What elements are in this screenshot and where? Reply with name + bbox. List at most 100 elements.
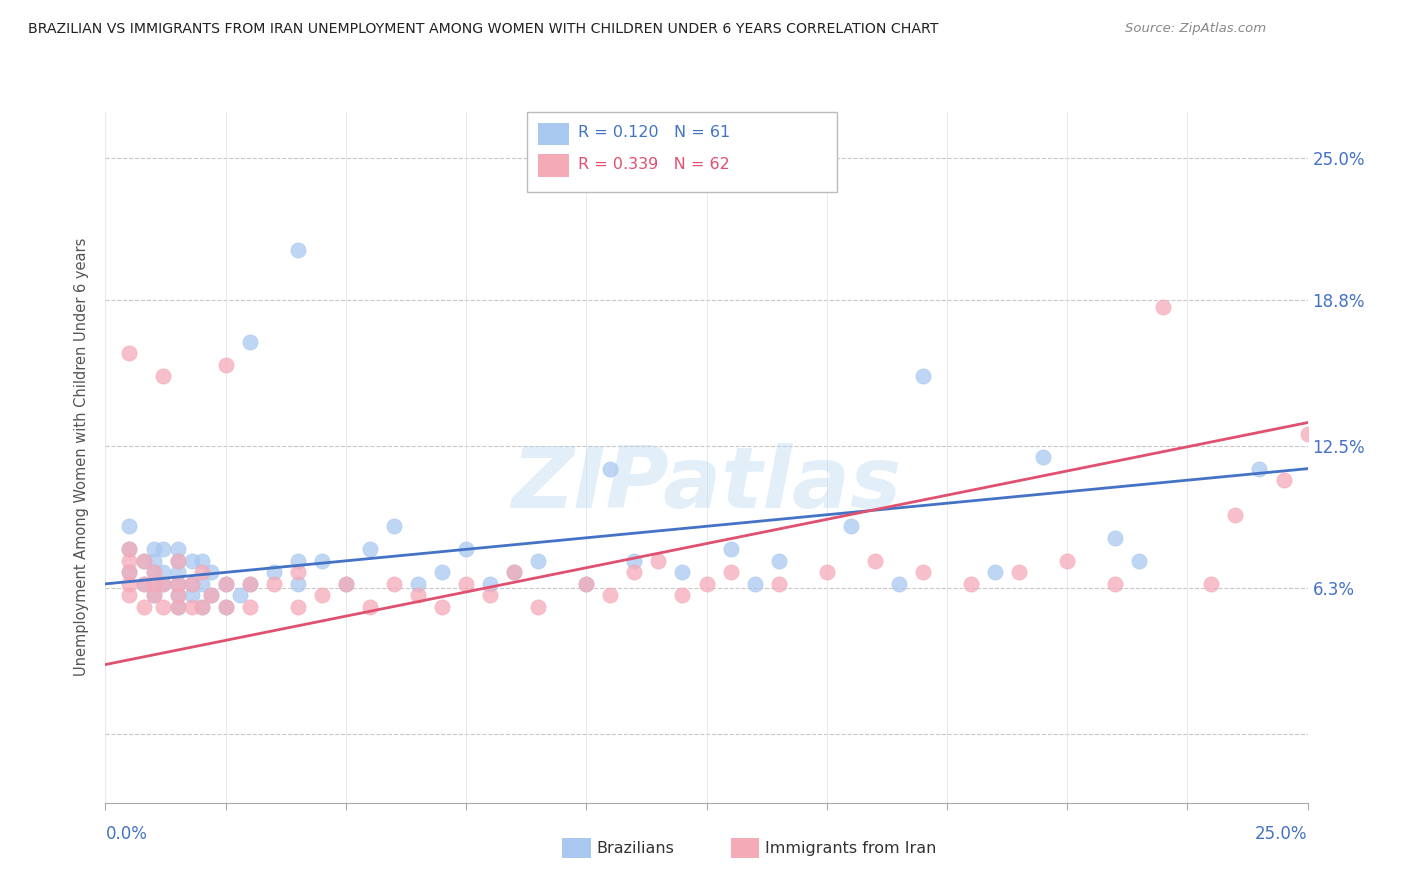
Point	[287, 566, 309, 580]
Point	[311, 554, 333, 568]
Point	[575, 577, 598, 591]
Point	[166, 554, 188, 568]
Point	[1032, 450, 1054, 465]
Point	[359, 599, 381, 614]
Point	[454, 542, 477, 557]
Point	[527, 599, 550, 614]
Point	[190, 599, 212, 614]
Point	[214, 577, 236, 591]
Point	[166, 577, 188, 591]
Point	[166, 554, 188, 568]
Point	[190, 599, 212, 614]
Point	[623, 554, 645, 568]
Point	[335, 577, 357, 591]
Point	[406, 589, 429, 603]
Point	[142, 566, 165, 580]
Point	[166, 599, 188, 614]
Point	[863, 554, 886, 568]
Point	[200, 589, 222, 603]
Point	[430, 599, 453, 614]
Point	[815, 566, 838, 580]
Point	[152, 566, 174, 580]
Point	[118, 566, 141, 580]
Text: R = 0.339   N = 62: R = 0.339 N = 62	[578, 157, 730, 171]
Point	[1201, 577, 1223, 591]
Point	[190, 577, 212, 591]
Point	[599, 461, 621, 475]
Point	[768, 554, 790, 568]
Point	[152, 577, 174, 591]
Point	[166, 542, 188, 557]
Point	[142, 542, 165, 557]
Point	[132, 554, 155, 568]
Text: 0.0%: 0.0%	[105, 825, 148, 843]
Point	[575, 577, 598, 591]
Point	[527, 554, 550, 568]
Point	[911, 566, 934, 580]
Point	[311, 589, 333, 603]
Point	[839, 519, 862, 533]
Point	[166, 589, 188, 603]
Point	[214, 599, 236, 614]
Point	[200, 589, 222, 603]
Point	[382, 519, 405, 533]
Point	[152, 577, 174, 591]
Text: 25.0%: 25.0%	[1256, 825, 1308, 843]
Point	[181, 554, 204, 568]
Point	[406, 577, 429, 591]
Point	[181, 577, 204, 591]
Point	[263, 566, 285, 580]
Point	[720, 566, 742, 580]
Text: ZIPatlas: ZIPatlas	[512, 443, 901, 526]
Point	[1296, 427, 1319, 442]
Point	[623, 566, 645, 580]
Point	[454, 577, 477, 591]
Point	[190, 554, 212, 568]
Point	[1128, 554, 1150, 568]
Point	[214, 599, 236, 614]
Point	[671, 566, 693, 580]
Point	[142, 554, 165, 568]
Text: Brazilians: Brazilians	[596, 841, 673, 855]
Text: Immigrants from Iran: Immigrants from Iran	[765, 841, 936, 855]
Point	[118, 554, 141, 568]
Y-axis label: Unemployment Among Women with Children Under 6 years: Unemployment Among Women with Children U…	[75, 238, 90, 676]
Point	[132, 577, 155, 591]
Point	[287, 554, 309, 568]
Point	[142, 589, 165, 603]
Point	[1272, 473, 1295, 487]
Point	[229, 589, 252, 603]
Point	[152, 369, 174, 384]
Point	[1225, 508, 1247, 522]
Point	[239, 599, 262, 614]
Point	[479, 577, 502, 591]
Point	[152, 599, 174, 614]
Point	[142, 589, 165, 603]
Point	[984, 566, 1007, 580]
Point	[744, 577, 766, 591]
Point	[479, 589, 502, 603]
Point	[1056, 554, 1078, 568]
Point	[239, 334, 262, 349]
Point	[118, 542, 141, 557]
Point	[142, 577, 165, 591]
Point	[911, 369, 934, 384]
Point	[1104, 577, 1126, 591]
Point	[503, 566, 526, 580]
Point	[166, 577, 188, 591]
Point	[152, 542, 174, 557]
Point	[214, 358, 236, 372]
Point	[960, 577, 983, 591]
Text: R = 0.120   N = 61: R = 0.120 N = 61	[578, 126, 730, 140]
Point	[181, 577, 204, 591]
Point	[118, 346, 141, 360]
Point	[287, 243, 309, 257]
Point	[181, 589, 204, 603]
Point	[142, 577, 165, 591]
Point	[118, 519, 141, 533]
Point	[166, 566, 188, 580]
Point	[132, 577, 155, 591]
Point	[1008, 566, 1031, 580]
Point	[1104, 531, 1126, 545]
Point	[132, 554, 155, 568]
